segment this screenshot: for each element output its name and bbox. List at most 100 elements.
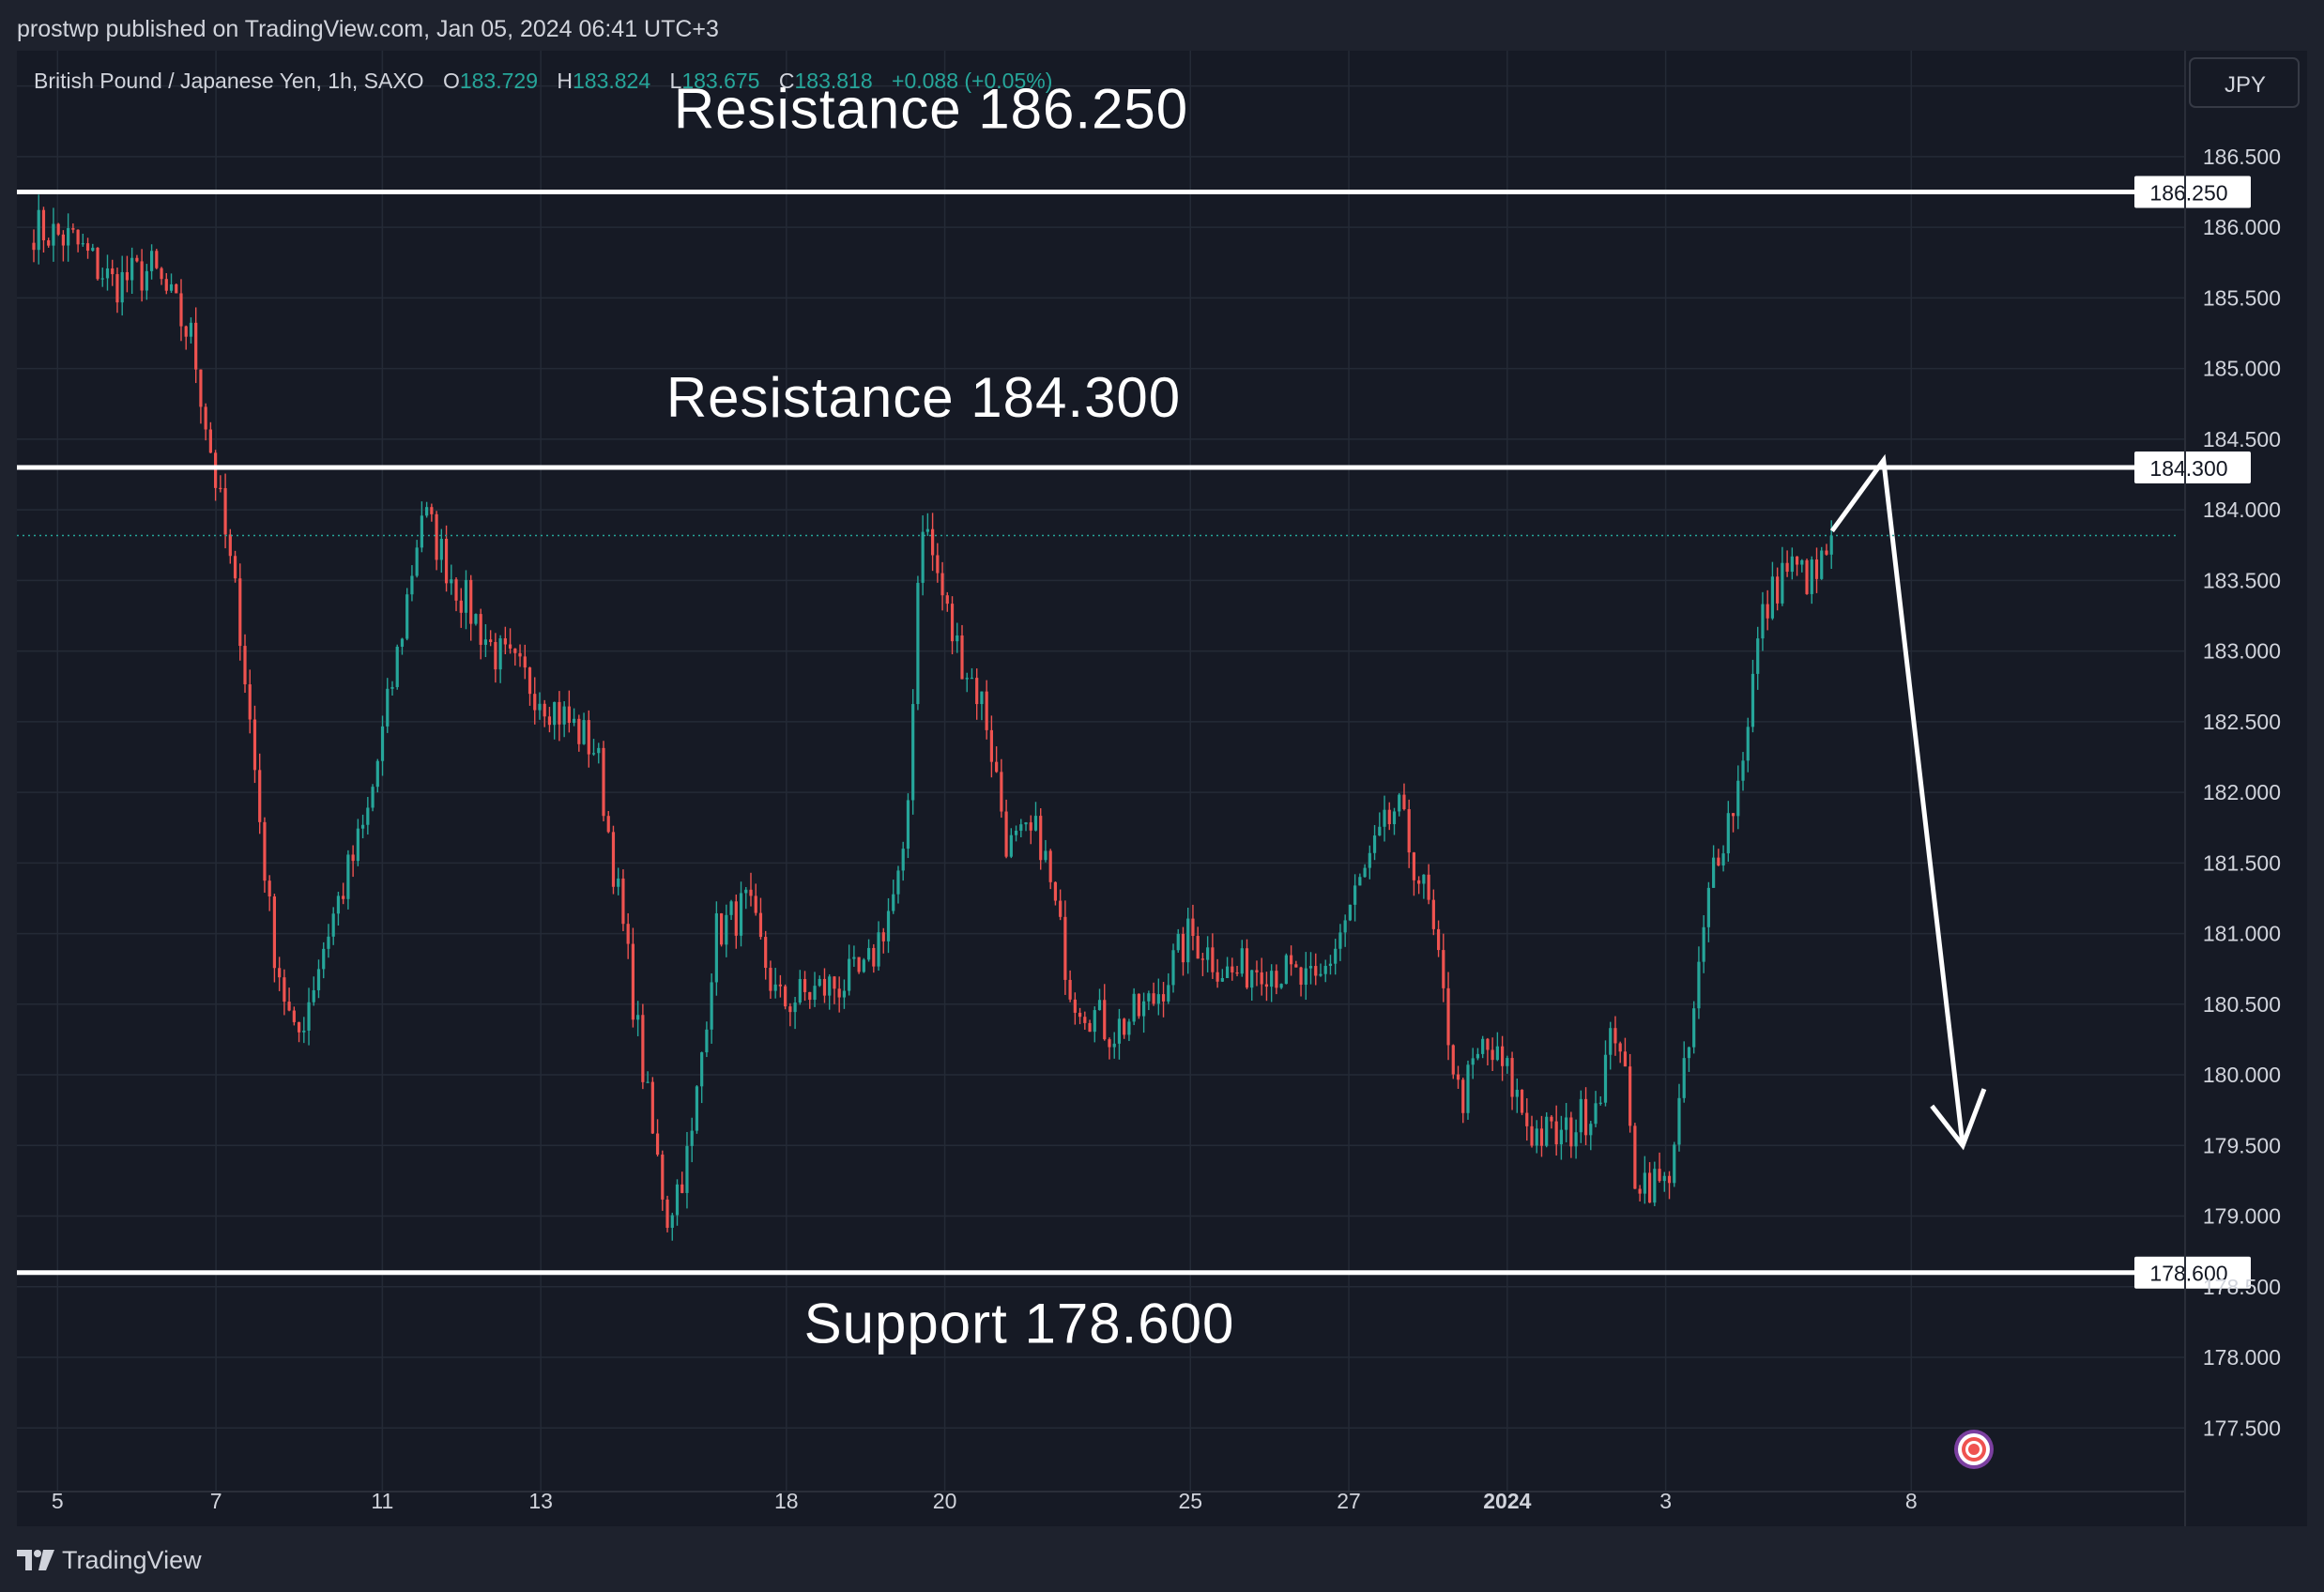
candle-body [130, 257, 134, 281]
footer[interactable]: TradingView [17, 1539, 202, 1581]
legend-change: +0.088 (+0.05%) [892, 69, 1052, 93]
chart-panel[interactable]: 186.250 Resistance 186.250 184.300 Resistan… [17, 51, 2307, 1526]
projection-arrow[interactable] [1829, 453, 1987, 1151]
candle [602, 741, 605, 821]
candle [848, 944, 851, 996]
candle [734, 894, 738, 949]
candle-body [1785, 562, 1789, 573]
candle [1613, 1016, 1617, 1056]
candle-body [1137, 993, 1140, 1017]
candle-body [527, 667, 532, 695]
candle-body [1211, 947, 1215, 972]
candle [1186, 907, 1190, 974]
candle-body [1579, 1098, 1582, 1133]
candle-body [719, 913, 724, 945]
candle [1427, 864, 1430, 905]
candle-body [646, 1081, 650, 1083]
candle-body [950, 604, 955, 642]
candle-body [1103, 1000, 1107, 1040]
candle-body [155, 251, 159, 268]
candle [1039, 808, 1043, 870]
candle-body [1412, 852, 1416, 880]
candle [327, 924, 330, 958]
candle [85, 237, 90, 259]
candle-body [450, 579, 453, 584]
y-tick-label: 186.500 [2203, 145, 2281, 169]
candle [435, 511, 438, 571]
candle-body [263, 821, 267, 881]
candle [1501, 1035, 1505, 1081]
candle [160, 267, 163, 285]
candle [1392, 807, 1397, 835]
candle [582, 712, 586, 745]
candle [1790, 547, 1794, 580]
candle-body [970, 678, 974, 680]
candle-body [100, 278, 104, 280]
candle [81, 234, 84, 247]
candle [96, 247, 99, 281]
candle-body [1363, 867, 1367, 878]
candle [729, 899, 733, 921]
candle [553, 701, 557, 740]
currency-button[interactable]: JPY [2189, 57, 2300, 108]
candle-body [1039, 816, 1043, 861]
candle [1598, 1095, 1602, 1106]
candle-body [1814, 559, 1819, 579]
candle-body [1167, 985, 1170, 1002]
candle-body [1726, 813, 1730, 854]
candle [621, 869, 625, 932]
candle-body [1255, 970, 1259, 972]
candle [705, 1021, 709, 1058]
candle-body [1761, 604, 1765, 639]
candle-body [268, 880, 271, 897]
candle-body [380, 726, 385, 761]
candle-body [415, 547, 419, 576]
snapshot-target-icon[interactable] [1954, 1430, 1994, 1469]
candle-body [1628, 1066, 1632, 1126]
candle [405, 588, 409, 641]
candle-body [901, 849, 905, 871]
candle-body [1196, 936, 1200, 959]
candle [204, 403, 207, 441]
candle-body [1200, 958, 1205, 960]
candle [32, 229, 36, 263]
candle [803, 971, 807, 1002]
candle-body [479, 614, 482, 645]
candle-body [395, 646, 399, 687]
y-tick-label: 184.000 [2203, 498, 2281, 522]
candle [1123, 1018, 1126, 1039]
candle-body [567, 706, 571, 724]
x-tick-label: 13 [528, 1489, 553, 1513]
candle [1741, 752, 1745, 791]
candle-body [278, 968, 282, 978]
candle [1515, 1079, 1519, 1113]
candle [577, 714, 581, 752]
candle-body [312, 989, 315, 1003]
legend-close-label: C [779, 69, 795, 93]
candle [1647, 1162, 1652, 1203]
candle-body [356, 828, 359, 862]
support-resistance-lines[interactable]: 186.250 Resistance 186.250 184.300 Resistan… [17, 77, 2251, 1355]
candle [1510, 1051, 1514, 1110]
candle [1398, 792, 1401, 817]
candle-body [503, 638, 507, 645]
level-1[interactable]: 184.300 Resistance 184.300 [17, 366, 2251, 483]
candle [149, 244, 154, 280]
price-chart[interactable]: 186.250 Resistance 186.250 184.300 Resistan… [17, 51, 2307, 1526]
candle-body [670, 1215, 674, 1228]
candle-body [1123, 1018, 1126, 1035]
candle-body [631, 943, 635, 1020]
level-2[interactable]: 178.600 Support 178.600 [17, 1256, 2251, 1355]
projection-path[interactable] [1829, 453, 1965, 1146]
projection-arrowhead[interactable] [1930, 1088, 1987, 1151]
candle-body [149, 251, 154, 271]
candle-body [1712, 857, 1716, 888]
candle [439, 528, 443, 574]
candle-body [872, 947, 876, 967]
candle-body [469, 579, 473, 624]
y-tick-label: 178.500 [2203, 1275, 2281, 1299]
candle [773, 968, 777, 999]
candle [1594, 1091, 1598, 1127]
level-0[interactable]: 186.250 Resistance 186.250 [17, 77, 2251, 208]
candle-body [606, 816, 610, 833]
